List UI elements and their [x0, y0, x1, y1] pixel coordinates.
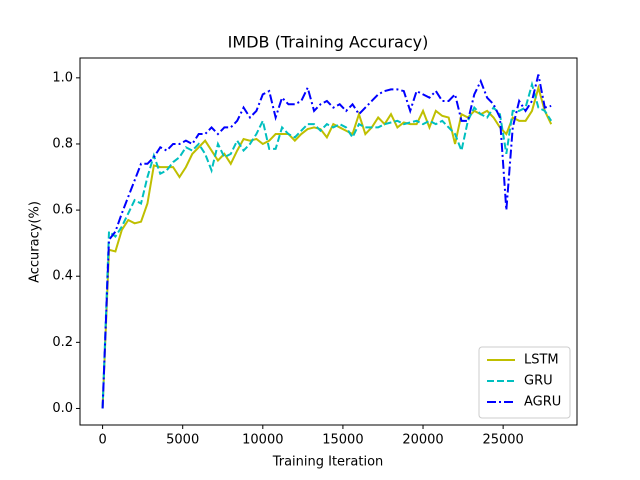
legend-label: AGRU	[524, 395, 561, 410]
series-line	[101, 74, 552, 409]
y-tick-label: 1.0	[52, 70, 73, 85]
y-tick-label: 0.6	[52, 203, 73, 218]
x-tick-label: 15000	[322, 433, 363, 448]
y-tick-label: 0.8	[52, 136, 73, 151]
series-line	[101, 84, 553, 409]
plot-frame	[79, 57, 578, 426]
legend-label: LSTM	[524, 353, 559, 368]
y-tick-label: 0.2	[52, 335, 73, 350]
x-tick-label: 20000	[402, 433, 443, 448]
legend-label: GRU	[524, 374, 553, 389]
x-tick-label: 5000	[166, 433, 199, 448]
x-axis-label: Training Iteration	[272, 455, 384, 470]
y-tick-label: 0.4	[52, 269, 73, 284]
x-tick-label: 25000	[482, 433, 523, 448]
legend: LSTM GRU AGRU	[478, 346, 571, 419]
y-tick-label: 0.0	[52, 401, 73, 416]
x-tick-label: 10000	[242, 433, 283, 448]
legend-box	[478, 346, 571, 419]
x-tick-label: 0	[98, 433, 106, 448]
series-line	[101, 80, 553, 409]
chart-title: IMDB (Training Accuracy)	[228, 33, 429, 52]
y-axis-label: Accuracy(%)	[28, 201, 43, 283]
